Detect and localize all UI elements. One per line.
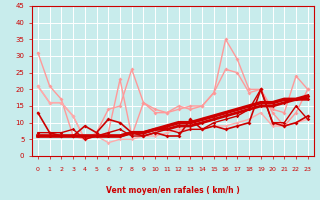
X-axis label: Vent moyen/en rafales ( km/h ): Vent moyen/en rafales ( km/h ) (106, 186, 240, 195)
